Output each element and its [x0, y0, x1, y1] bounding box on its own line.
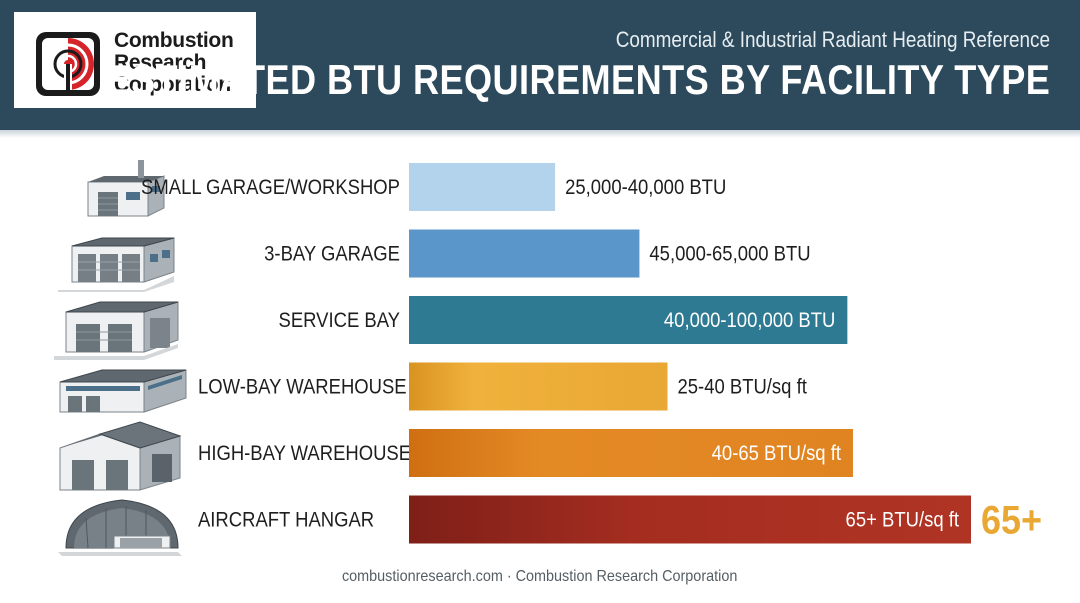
page-title: ESTIMATED BTU REQUIREMENTS BY FACILITY T… — [106, 56, 1050, 103]
bar-small-garage-workshop — [409, 163, 556, 211]
value-label-small-garage-workshop: 25,000-40,000 BTU — [565, 176, 726, 199]
company-logo: Combustion Research Corporation — [14, 12, 256, 108]
three-bay-garage-icon — [58, 237, 175, 292]
value-label-low-bay-warehouse: 25-40 BTU/sq ft — [678, 375, 808, 398]
footer: combustionresearch.com · Combustion Rese… — [0, 568, 1080, 586]
hangar-callout: 65+ — [981, 499, 1042, 543]
category-label-low-bay-warehouse: LOW-BAY WAREHOUSE — [198, 375, 407, 398]
logo-line: Combustion — [114, 29, 234, 52]
logo-line: Research — [114, 51, 207, 74]
high-bay-warehouse-icon — [59, 421, 182, 491]
value-label-3-bay-garage: 45,000-65,000 BTU — [649, 242, 810, 265]
btu-bar-chart: SMALL GARAGE/WORKSHOP 3-BAY GARAGE SERVICE… — [54, 160, 1042, 556]
aircraft-hangar-icon — [58, 499, 182, 556]
value-labels: 25,000-40,000 BTU 45,000-65,000 BTU 40,000… — [565, 176, 959, 532]
value-label-aircraft-hangar: 65+ BTU/sq ft — [846, 508, 960, 531]
bar-high-bay-warehouse — [409, 429, 853, 477]
footer-text: combustionresearch.com · Combustion Rese… — [342, 568, 738, 585]
header-shadow — [0, 130, 1080, 138]
logo-mark-icon — [36, 32, 100, 96]
category-label-small-garage-workshop: SMALL GARAGE/WORKSHOP — [141, 176, 400, 199]
bar-low-bay-warehouse — [409, 362, 668, 411]
bar-service-bay — [409, 296, 848, 344]
value-label-service-bay: 40,000-100,000 BTU — [664, 309, 835, 332]
category-label-aircraft-hangar: AIRCRAFT HANGAR — [198, 508, 374, 531]
small-garage-icon — [87, 160, 165, 217]
bar-3-bay-garage — [409, 229, 640, 278]
header-subtitle: Commercial & Industrial Radiant Heating … — [615, 27, 1050, 52]
value-label-high-bay-warehouse: 40-65 BTU/sq ft — [712, 442, 842, 465]
logo-wordmark: Combustion Research Corporation — [114, 30, 254, 96]
bar-aircraft-hangar — [409, 495, 971, 544]
logo-line: Corporation — [114, 73, 231, 96]
category-label-3-bay-garage: 3-BAY GARAGE — [264, 242, 400, 265]
low-bay-warehouse-icon — [59, 369, 187, 413]
category-label-high-bay-warehouse: HIGH-BAY WAREHOUSE — [198, 442, 411, 465]
header-banner: Combustion Research Corporation Commerci… — [0, 0, 1080, 130]
service-bay-icon — [54, 301, 179, 360]
category-labels: SMALL GARAGE/WORKSHOP 3-BAY GARAGE SERVICE… — [141, 176, 411, 532]
category-label-service-bay: SERVICE BAY — [279, 309, 400, 332]
bars — [409, 163, 971, 544]
